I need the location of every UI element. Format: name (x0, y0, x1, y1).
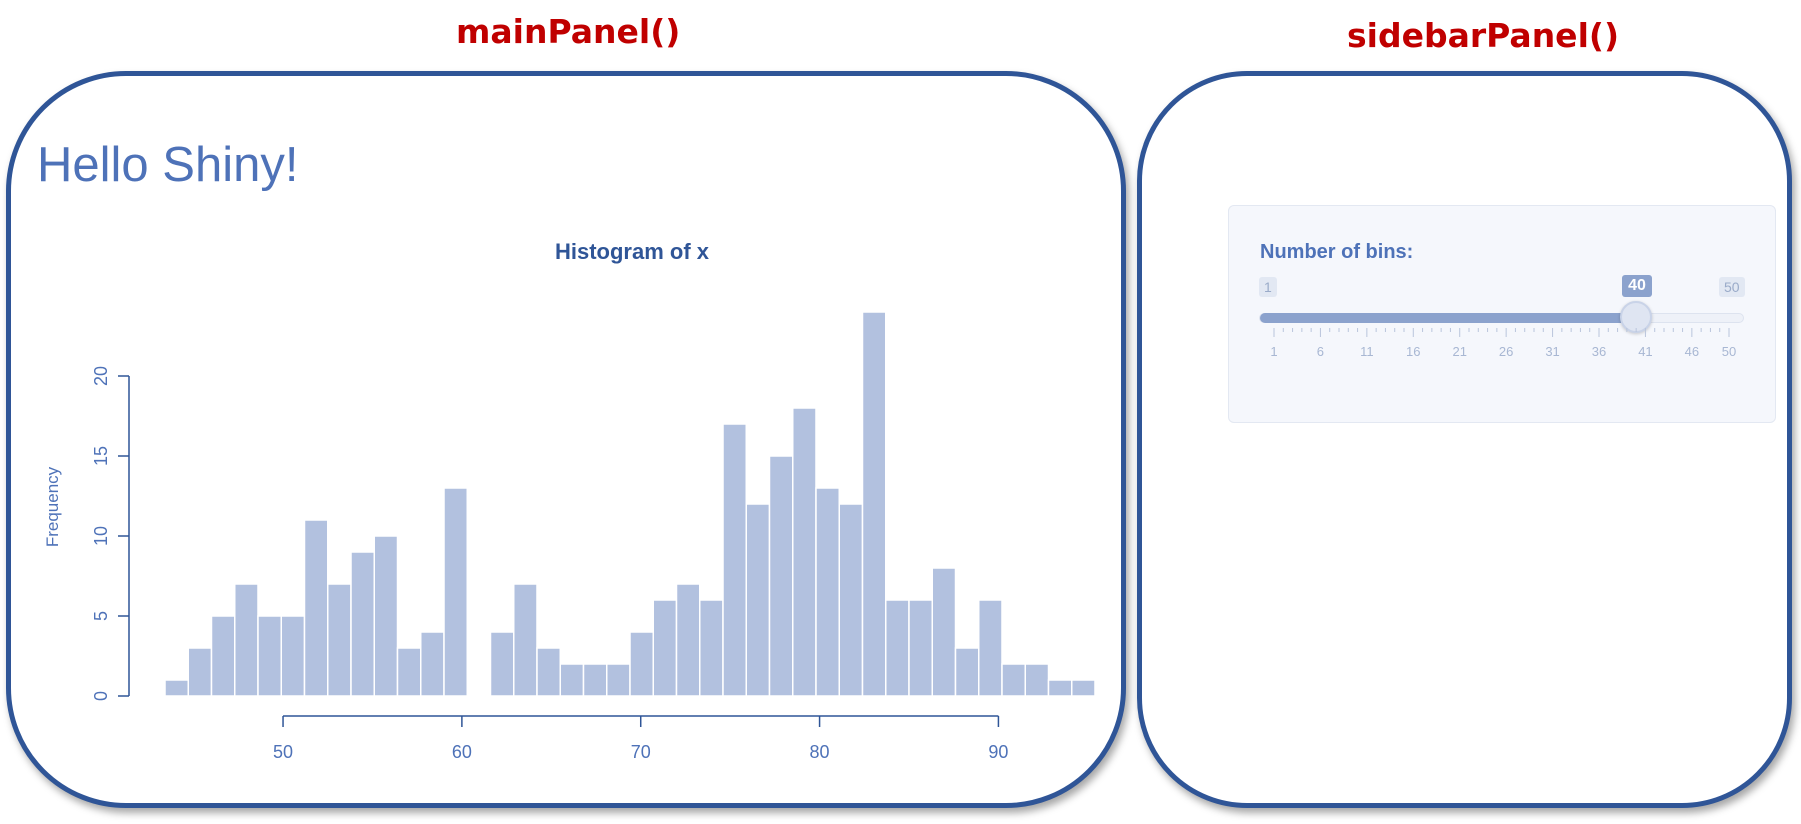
histogram-bar (443, 487, 468, 697)
slider-tick-label: 36 (1592, 344, 1606, 359)
slider-tick-label: 1 (1270, 344, 1277, 359)
y-tick-label: 0 (91, 691, 111, 701)
histogram-bar (396, 647, 422, 697)
y-tick-label: 5 (91, 611, 111, 621)
histogram-bar (559, 663, 585, 697)
histogram-bar (164, 679, 189, 697)
histogram-bar (838, 503, 864, 697)
histogram-bar (1001, 663, 1026, 697)
histogram-bar (768, 455, 794, 697)
histogram-bar (908, 599, 933, 697)
histogram-bar (861, 311, 887, 697)
bins-slider-handle[interactable] (1620, 301, 1653, 333)
chart-title: Histogram of x (555, 239, 710, 264)
x-tick-label: 50 (273, 742, 293, 762)
histogram-bar (792, 407, 817, 697)
slider-min-badge: 1 (1259, 277, 1277, 297)
histogram-bar (1047, 679, 1073, 697)
histogram-bar (210, 615, 236, 697)
histogram-bar (1024, 663, 1050, 697)
histogram-bar (1071, 679, 1096, 697)
sidebar-input-well: Number of bins: 1 50 40 1 6 11 16 21 26 31 36 41… (1228, 205, 1776, 423)
app-title: Hello Shiny! (37, 138, 299, 192)
histogram-bar (327, 583, 352, 697)
bins-slider-fill (1260, 313, 1638, 323)
slider-tick-label: 26 (1499, 344, 1513, 359)
sidebar-panel-caption: sidebarPanel() (1347, 16, 1620, 55)
slider-tick-label: 6 (1317, 344, 1324, 359)
histogram-bar (699, 599, 724, 697)
y-axis: 0 5 10 15 20 (91, 366, 130, 701)
sidebar-panel (1137, 71, 1792, 808)
histogram-bar (350, 551, 375, 697)
histogram-bar (675, 583, 701, 697)
histogram-bar (187, 647, 213, 697)
bins-slider-track[interactable] (1259, 313, 1744, 323)
slider-tick-label: 16 (1406, 344, 1420, 359)
histogram-bar (954, 647, 980, 697)
y-tick-label: 10 (91, 526, 111, 546)
histogram-bar (234, 583, 259, 697)
y-axis-label: Frequency (43, 466, 62, 547)
y-tick-label: 15 (91, 446, 111, 466)
histogram-bar (815, 487, 840, 697)
histogram-bar (489, 631, 515, 697)
slider-tick-label: 11 (1360, 344, 1374, 359)
x-axis: 50 60 70 80 90 (273, 715, 1008, 762)
slider-tick-label: 21 (1452, 344, 1466, 359)
histogram-bar (257, 615, 282, 697)
histogram-bar (722, 423, 747, 697)
slider-tick-label: 46 (1685, 344, 1699, 359)
histogram-bar (373, 535, 399, 697)
histogram-bar (629, 631, 654, 697)
histogram-bar (280, 615, 306, 697)
histogram-bar (606, 663, 631, 697)
histogram-bar (885, 599, 910, 697)
histogram-bar (303, 519, 329, 697)
histogram-bar (513, 583, 538, 697)
slider-tick-label: 41 (1638, 344, 1652, 359)
y-tick-label: 20 (91, 366, 111, 386)
histogram-bar (420, 631, 445, 697)
histogram-bar (745, 503, 771, 697)
slider-value-badge: 40 (1622, 275, 1652, 297)
histogram-bar (652, 599, 678, 697)
x-tick-label: 90 (988, 742, 1008, 762)
x-tick-label: 80 (810, 742, 830, 762)
bins-label: Number of bins: (1260, 241, 1414, 263)
histogram-bars (164, 311, 1096, 697)
histogram-bar (931, 567, 957, 697)
slider-ticks: 1 6 11 16 21 26 31 36 41 46 50 (1270, 328, 1736, 359)
slider-tick-label: 31 (1545, 344, 1559, 359)
slider-tick-label: 50 (1722, 344, 1736, 359)
x-tick-label: 60 (452, 742, 472, 762)
histogram-bar (582, 663, 608, 697)
histogram-bar (536, 647, 561, 697)
main-panel-caption: mainPanel() (456, 12, 681, 51)
histogram-bar (978, 599, 1003, 697)
x-tick-label: 70 (631, 742, 651, 762)
histogram-chart: Histogram of x Frequency 0 5 10 15 20 50 60 70… (43, 239, 1096, 762)
slider-max-badge: 50 (1719, 277, 1745, 297)
